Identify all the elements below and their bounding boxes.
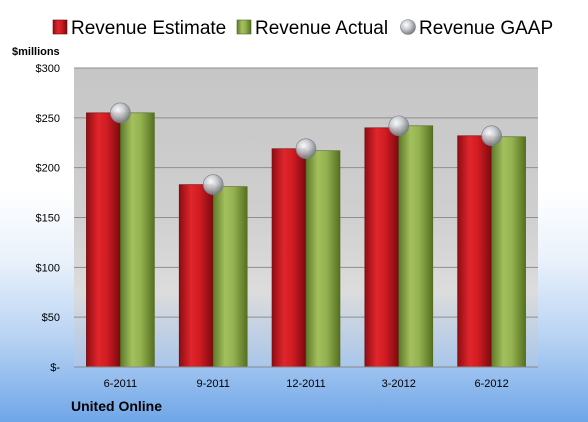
legend-marker-gaap xyxy=(400,19,416,35)
bar-revenue-estimate xyxy=(271,148,307,368)
y-tick-label: $100 xyxy=(36,262,60,274)
y-axis-ticks: $- $50 $100 $150 $200 $250 $300 xyxy=(36,63,61,374)
y-tick-label: $150 xyxy=(36,213,60,225)
bar-revenue-estimate xyxy=(457,135,492,368)
y-axis-unit-label: $millions xyxy=(12,46,60,58)
legend: Revenue Estimate Revenue Actual Revenue … xyxy=(52,18,553,39)
bar-revenue-estimate xyxy=(178,184,214,368)
marker-revenue-gaap xyxy=(202,174,224,195)
x-tick-label: 6-2011 xyxy=(104,378,137,390)
x-tick-label: 9-2011 xyxy=(196,378,229,390)
marker-revenue-gaap xyxy=(388,115,410,137)
marker-revenue-gaap xyxy=(110,102,131,124)
y-tick-label: $- xyxy=(50,362,60,374)
marker-revenue-gaap xyxy=(295,138,317,160)
gaap-markers xyxy=(110,102,502,195)
bar-revenue-actual xyxy=(398,125,434,368)
x-tick-label: 6-2012 xyxy=(474,378,508,390)
bar-revenue-estimate xyxy=(364,127,400,368)
y-tick-label: $250 xyxy=(36,113,60,125)
bar-revenue-estimate xyxy=(86,112,121,368)
x-tick-label: 12-2011 xyxy=(286,378,326,390)
marker-revenue-gaap xyxy=(481,125,502,147)
bar-revenue-actual xyxy=(305,150,341,368)
bars xyxy=(86,112,526,368)
x-tick-label: 3-2012 xyxy=(382,378,416,390)
y-tick-label: $200 xyxy=(36,163,60,175)
legend-label-estimate: Revenue Estimate xyxy=(71,18,226,39)
bar-revenue-actual xyxy=(120,112,155,368)
y-tick-label: $300 xyxy=(36,63,60,75)
bar-revenue-actual xyxy=(212,186,248,368)
legend-swatch-estimate xyxy=(52,19,68,35)
legend-swatch-actual xyxy=(236,19,252,35)
legend-label-gaap: Revenue GAAP xyxy=(419,18,553,39)
x-axis-ticks: 6-2011 9-2011 12-2011 3-2012 6-2012 xyxy=(104,378,509,390)
bar-revenue-actual xyxy=(491,136,526,368)
legend-label-actual: Revenue Actual xyxy=(255,18,388,39)
y-tick-label: $50 xyxy=(42,312,60,324)
company-name: United Online xyxy=(71,398,162,414)
